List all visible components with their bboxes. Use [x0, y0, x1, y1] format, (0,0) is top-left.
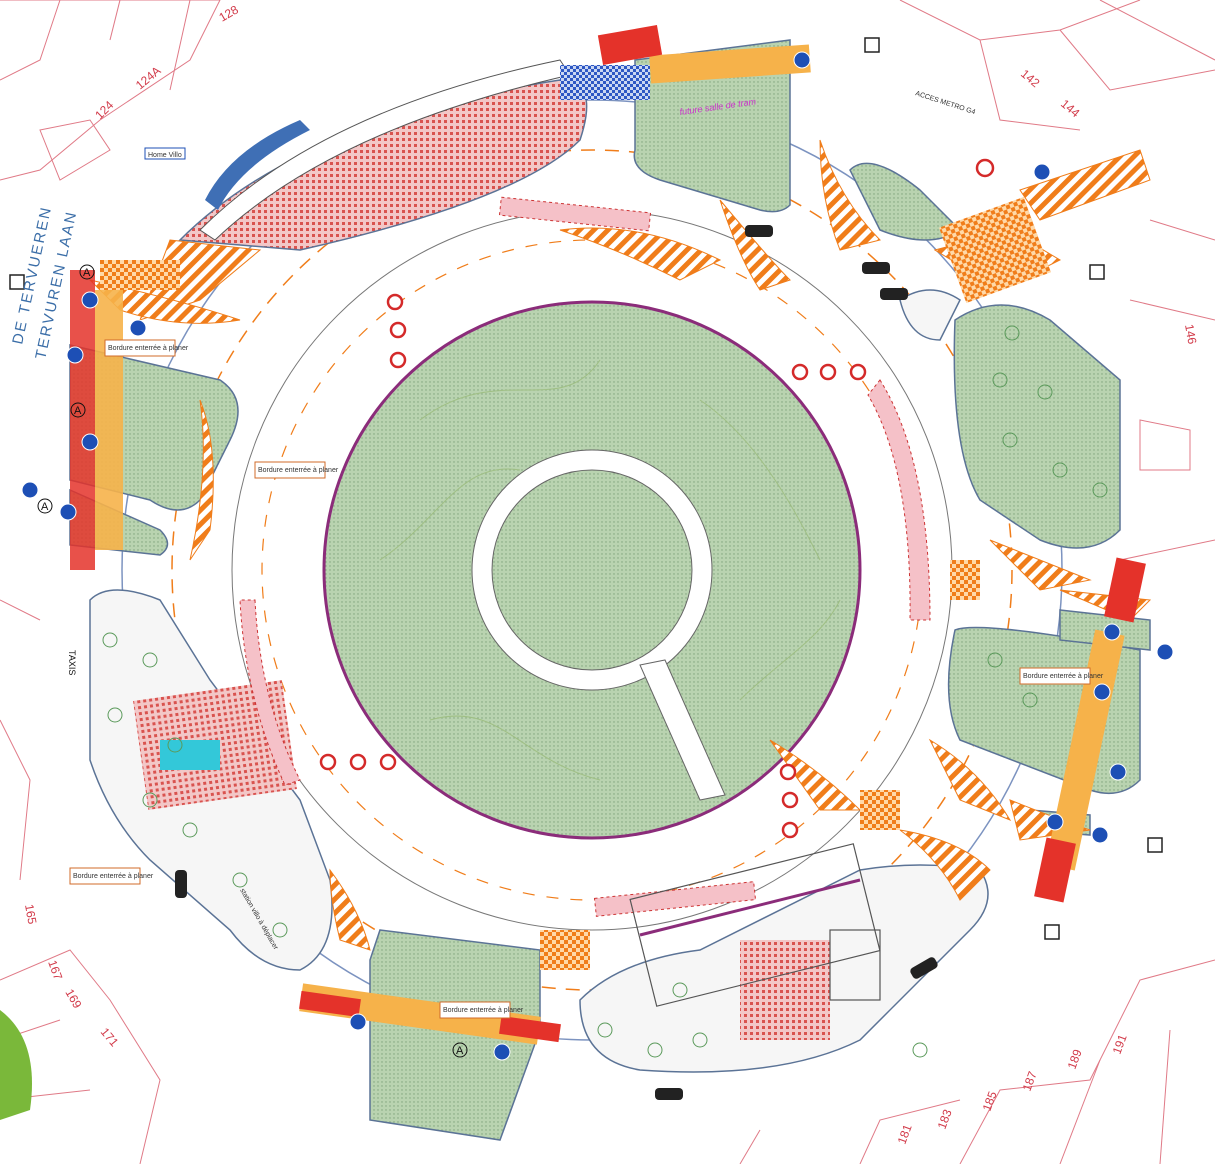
no-entry-sign-icon: [389, 351, 407, 369]
bike-sign-icon: [1093, 683, 1111, 701]
no-entry-sign-icon: [389, 321, 407, 339]
north-arrow-icon: [9, 274, 25, 290]
trees: [102, 325, 1108, 1058]
bordure-label: Bordure enterrée à planer: [73, 873, 154, 880]
a-markers: A A A A: [37, 264, 468, 1058]
blue-crossing-top: [560, 65, 650, 100]
no-entry-sign-icon: [975, 158, 995, 178]
no-entry-sign-icon: [849, 363, 867, 381]
bike-sign-icon: [81, 433, 99, 451]
cars: [175, 225, 938, 1100]
taxis-label: TAXIS: [67, 650, 77, 675]
plot-number-label: 187: [1020, 1069, 1040, 1093]
a-marker: A: [83, 267, 91, 279]
bike-sign-icon: [1103, 623, 1121, 641]
tree-icon: [167, 737, 183, 753]
car-icon: [910, 957, 938, 979]
bike-sign-icon: [1109, 763, 1127, 781]
tree-icon: [597, 1022, 613, 1038]
bike-sign-icon: [493, 1043, 511, 1061]
bike-sign-icon: [1046, 813, 1064, 831]
home-villo-label: Home Villo: [148, 152, 182, 159]
plot-number-label: 181: [895, 1122, 915, 1146]
north-arrow-icon: [1147, 837, 1163, 853]
no-entry-sign-icon: [781, 821, 799, 839]
a-marker: A: [74, 405, 82, 417]
no-entry-sign-icon: [791, 363, 809, 381]
tree-icon: [1092, 482, 1108, 498]
tree-icon: [1002, 432, 1018, 448]
plot-number-label: 189: [1065, 1047, 1085, 1071]
plot-number-label: 165: [22, 903, 39, 925]
bike-signs: [21, 51, 1174, 1061]
bike-sign-icon: [81, 291, 99, 309]
a-marker: A: [456, 1045, 464, 1057]
green-edge-shape: [0, 1010, 32, 1120]
bike-sign-icon: [349, 1013, 367, 1031]
bike-sign-icon: [66, 346, 84, 364]
car-icon: [862, 262, 890, 274]
tree-icon: [1022, 692, 1038, 708]
bike-sign-icon: [21, 481, 39, 499]
tree-icon: [107, 707, 123, 723]
bike-sign-icon: [793, 51, 811, 69]
restriction-signs: [319, 158, 995, 839]
bike-sign-icon: [1156, 643, 1174, 661]
tree-icon: [142, 652, 158, 668]
north-arrow-icon: [864, 37, 880, 53]
car-icon: [655, 1088, 683, 1100]
bike-sign-icon: [59, 503, 77, 521]
plot-number-label: 146: [1182, 323, 1199, 345]
tree-icon: [1037, 384, 1053, 400]
bordure-labels: Bordure enterrée à planer Bordure enterr…: [69, 339, 1104, 1019]
crossings: [70, 25, 1146, 1045]
bordure-label: Bordure enterrée à planer: [443, 1007, 524, 1014]
car-icon: [880, 288, 908, 300]
bike-sign-icon: [129, 319, 147, 337]
tree-icon: [102, 632, 118, 648]
north-arrows: [9, 37, 1163, 940]
no-entry-sign-icon: [349, 753, 367, 771]
tree-icon: [992, 372, 1008, 388]
tree-icon: [912, 1042, 928, 1058]
plot-number-label: 167: [45, 958, 65, 982]
bike-sign-icon: [1091, 826, 1109, 844]
bike-sign-icon: [1033, 163, 1051, 181]
car-icon: [745, 225, 773, 237]
tree-icon: [692, 1032, 708, 1048]
bordure-label: Bordure enterrée à planer: [108, 345, 189, 352]
bordure-label: Bordure enterrée à planer: [258, 467, 339, 474]
plot-number-label: 185: [980, 1089, 1000, 1113]
tree-icon: [142, 792, 158, 808]
north-arrow-icon: [1089, 264, 1105, 280]
a-marker: A: [41, 501, 49, 513]
no-entry-sign-icon: [319, 753, 337, 771]
tree-icon: [1052, 462, 1068, 478]
tree-icon: [647, 1042, 663, 1058]
metro-station: [629, 843, 881, 1007]
bordure-label: Bordure enterrée à planer: [1023, 673, 1104, 680]
car-icon: [175, 870, 187, 898]
orange-hatch-areas: [88, 139, 1152, 951]
tree-icon: [232, 872, 248, 888]
no-entry-sign-icon: [379, 753, 397, 771]
blue-hatch-strip: [205, 120, 310, 210]
north-arrow-icon: [1044, 924, 1060, 940]
no-entry-sign-icon: [819, 363, 837, 381]
no-entry-sign-icon: [386, 293, 404, 311]
tree-icon: [272, 922, 288, 938]
bus-strips: [239, 196, 931, 917]
tree-icon: [1004, 325, 1020, 341]
tree-icon: [182, 822, 198, 838]
tree-icon: [987, 652, 1003, 668]
no-entry-sign-icon: [781, 791, 799, 809]
central-island: [322, 300, 862, 840]
tree-icon: [672, 982, 688, 998]
plot-number-label: 183: [935, 1107, 955, 1131]
plot-number-label: 191: [1110, 1032, 1130, 1056]
no-entry-sign-icon: [779, 763, 797, 781]
